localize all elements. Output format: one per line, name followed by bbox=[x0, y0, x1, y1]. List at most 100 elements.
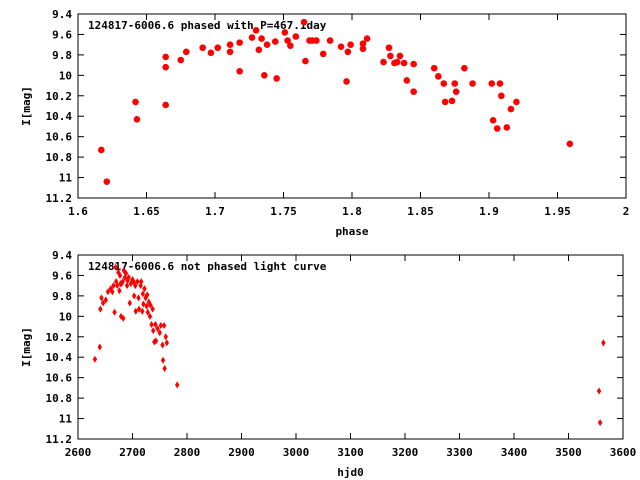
data-point bbox=[451, 80, 459, 87]
data-point bbox=[400, 59, 408, 67]
data-point bbox=[273, 75, 280, 82]
data-point bbox=[199, 44, 206, 52]
data-point bbox=[103, 178, 111, 185]
data-point bbox=[98, 305, 103, 313]
data-points bbox=[92, 263, 606, 427]
data-point bbox=[410, 60, 417, 68]
x-tick-label: 2700 bbox=[119, 446, 146, 459]
y-tick-label: 10.6 bbox=[46, 131, 73, 144]
data-point bbox=[140, 290, 146, 298]
data-point bbox=[99, 294, 104, 302]
data-point bbox=[226, 41, 234, 48]
data-point bbox=[597, 419, 603, 427]
data-point bbox=[393, 58, 401, 66]
data-point bbox=[155, 325, 160, 333]
phased-chart: 124817-6006.6 phased with P=467.1day pha… bbox=[20, 8, 629, 238]
data-point bbox=[145, 308, 150, 316]
data-point bbox=[136, 305, 142, 313]
data-point bbox=[131, 292, 137, 300]
data-point bbox=[507, 105, 515, 113]
x-ticks: 1.6 1.65 1.7 1.75 1.8 1.85 1.9 1.95 2 bbox=[68, 14, 629, 218]
data-point bbox=[160, 356, 166, 364]
data-point bbox=[489, 117, 497, 124]
data-point bbox=[153, 337, 159, 345]
y-tick-label: 10.8 bbox=[46, 392, 73, 405]
data-point bbox=[292, 33, 300, 40]
data-point bbox=[115, 282, 120, 290]
data-point bbox=[248, 34, 256, 41]
data-point bbox=[300, 18, 308, 26]
y-axis-label: I[mag] bbox=[20, 86, 33, 126]
data-points bbox=[97, 18, 574, 185]
y-tick-label: 11.2 bbox=[46, 192, 73, 205]
data-point bbox=[359, 40, 367, 47]
data-point bbox=[601, 339, 606, 347]
data-point bbox=[403, 77, 411, 84]
y-tick-label: 9.4 bbox=[52, 8, 72, 21]
data-point bbox=[126, 273, 131, 281]
chart-title: 124817-6006.6 not phased light curve bbox=[88, 260, 327, 273]
x-tick-label: 3000 bbox=[283, 446, 310, 459]
data-point bbox=[337, 43, 345, 51]
data-point bbox=[287, 42, 294, 49]
data-point bbox=[117, 271, 123, 279]
x-ticks: 2600 2700 2800 2900 3000 3100 3200 3300 3400 3500… bbox=[65, 255, 637, 459]
data-point bbox=[452, 88, 460, 95]
x-tick-label: 3200 bbox=[392, 446, 419, 459]
y-ticks: 9.4 9.6 9.8 10 10.2 10.4 10.6 10.8 11 11.2 bbox=[46, 8, 626, 205]
chart-title: 124817-6006.6 phased with P=467.1day bbox=[88, 19, 327, 32]
data-point bbox=[396, 52, 404, 60]
data-point bbox=[326, 37, 334, 44]
data-point bbox=[498, 92, 505, 100]
data-point bbox=[503, 124, 511, 131]
data-point bbox=[147, 312, 153, 320]
data-point bbox=[344, 48, 352, 56]
x-tick-label: 3400 bbox=[501, 446, 528, 459]
data-point bbox=[124, 282, 130, 290]
data-point bbox=[162, 53, 169, 61]
data-point bbox=[363, 35, 371, 42]
data-point bbox=[164, 339, 170, 347]
x-tick-label: 1.95 bbox=[544, 205, 571, 218]
x-tick-label: 3100 bbox=[337, 446, 364, 459]
data-point bbox=[121, 314, 126, 322]
data-point bbox=[430, 64, 438, 72]
y-tick-label: 10.4 bbox=[46, 110, 73, 123]
y-tick-label: 11 bbox=[59, 413, 73, 426]
data-point bbox=[139, 278, 144, 286]
y-tick-label: 10 bbox=[59, 310, 72, 323]
data-point bbox=[469, 80, 476, 87]
data-point bbox=[151, 327, 156, 335]
data-point bbox=[149, 321, 154, 329]
data-point bbox=[343, 78, 350, 85]
data-point bbox=[133, 115, 141, 123]
data-point bbox=[163, 333, 168, 341]
x-axis-label: hjd0 bbox=[337, 466, 364, 479]
x-tick-label: 1.6 bbox=[68, 205, 88, 218]
data-point bbox=[97, 343, 102, 351]
data-point bbox=[319, 50, 327, 58]
data-point bbox=[448, 97, 456, 105]
y-tick-label: 9.6 bbox=[52, 28, 72, 41]
data-point bbox=[148, 301, 153, 309]
x-tick-label: 1.65 bbox=[133, 205, 160, 218]
data-point bbox=[158, 322, 164, 330]
data-point bbox=[117, 287, 122, 295]
y-tick-label: 10.6 bbox=[46, 372, 73, 385]
data-point bbox=[493, 125, 501, 132]
data-point bbox=[261, 72, 268, 79]
data-point bbox=[162, 364, 167, 372]
unphased-chart: 124817-6006.6 not phased light curve hjd… bbox=[20, 249, 636, 479]
data-point bbox=[144, 302, 149, 310]
data-point bbox=[110, 288, 115, 296]
data-point bbox=[387, 52, 394, 60]
y-tick-label: 11.2 bbox=[46, 433, 73, 446]
x-tick-label: 1.9 bbox=[479, 205, 499, 218]
data-point bbox=[513, 98, 520, 106]
data-point bbox=[177, 56, 185, 64]
data-point bbox=[162, 63, 169, 71]
x-tick-label: 3600 bbox=[610, 446, 637, 459]
data-point bbox=[566, 140, 574, 148]
y-tick-label: 10.8 bbox=[46, 151, 73, 164]
data-point bbox=[119, 280, 124, 288]
